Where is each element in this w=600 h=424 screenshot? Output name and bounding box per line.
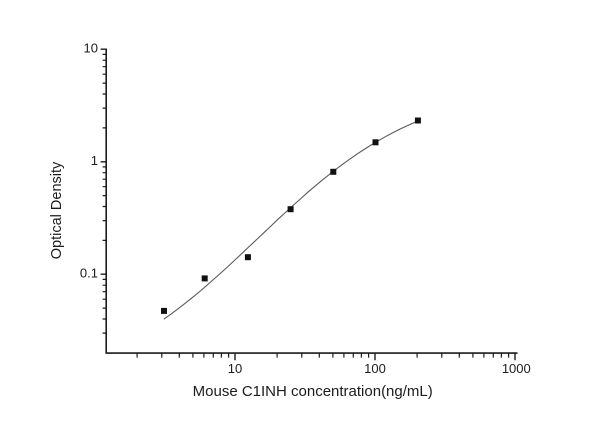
svg-text:0.1: 0.1 — [80, 265, 98, 280]
svg-text:Optical Density: Optical Density — [49, 161, 65, 259]
svg-text:1: 1 — [91, 153, 98, 168]
svg-text:Mouse C1INH concentration(ng/m: Mouse C1INH concentration(ng/mL) — [193, 383, 433, 400]
svg-text:10: 10 — [228, 361, 242, 376]
svg-text:100: 100 — [364, 361, 386, 376]
svg-text:1000: 1000 — [502, 361, 531, 376]
svg-text:10: 10 — [84, 40, 98, 55]
